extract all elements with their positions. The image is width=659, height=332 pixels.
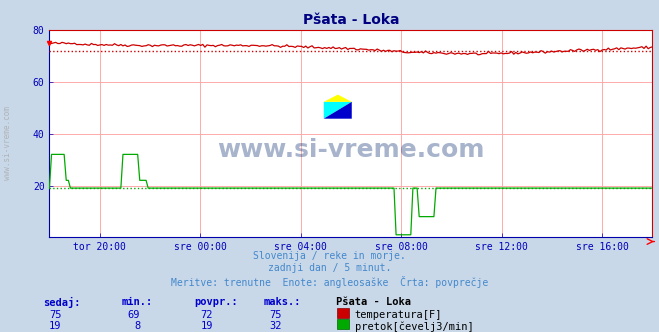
Text: 8: 8 — [134, 321, 140, 331]
Text: temperatura[F]: temperatura[F] — [355, 310, 442, 320]
Text: min.:: min.: — [122, 297, 153, 307]
Text: 75: 75 — [49, 310, 61, 320]
Text: www.si-vreme.com: www.si-vreme.com — [3, 106, 13, 180]
Text: 19: 19 — [49, 321, 61, 331]
Text: povpr.:: povpr.: — [194, 297, 238, 307]
Text: pretok[čevelj3/min]: pretok[čevelj3/min] — [355, 321, 473, 332]
Text: maks.:: maks.: — [264, 297, 301, 307]
Text: Pšata - Loka: Pšata - Loka — [336, 297, 411, 307]
Text: 19: 19 — [200, 321, 213, 331]
Title: Pšata - Loka: Pšata - Loka — [302, 13, 399, 27]
Polygon shape — [324, 102, 352, 119]
Text: Slovenija / reke in morje.: Slovenija / reke in morje. — [253, 251, 406, 261]
Polygon shape — [324, 102, 352, 119]
Text: www.si-vreme.com: www.si-vreme.com — [217, 138, 484, 162]
Text: 72: 72 — [200, 310, 213, 320]
Polygon shape — [324, 95, 352, 102]
Text: sedaj:: sedaj: — [43, 297, 80, 308]
Text: Meritve: trenutne  Enote: angleosaške  Črta: povprečje: Meritve: trenutne Enote: angleosaške Črt… — [171, 276, 488, 288]
Text: 32: 32 — [270, 321, 282, 331]
Text: zadnji dan / 5 minut.: zadnji dan / 5 minut. — [268, 263, 391, 273]
Text: 69: 69 — [128, 310, 140, 320]
Text: 75: 75 — [270, 310, 282, 320]
